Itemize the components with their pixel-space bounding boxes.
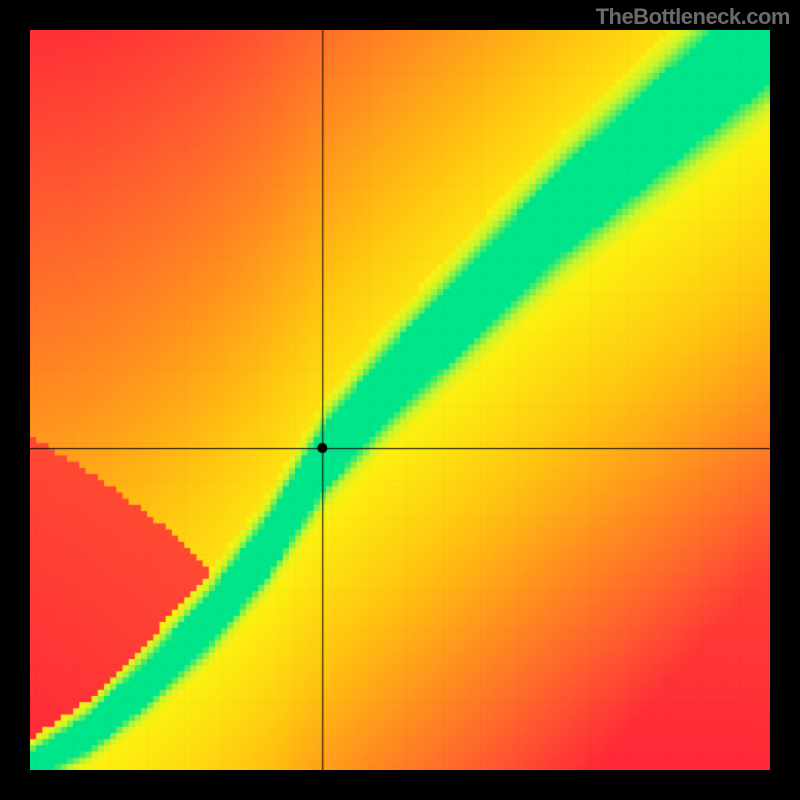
root-container: TheBottleneck.com	[0, 0, 800, 800]
credit-text: TheBottleneck.com	[596, 4, 790, 30]
bottleneck-heatmap	[30, 30, 770, 770]
